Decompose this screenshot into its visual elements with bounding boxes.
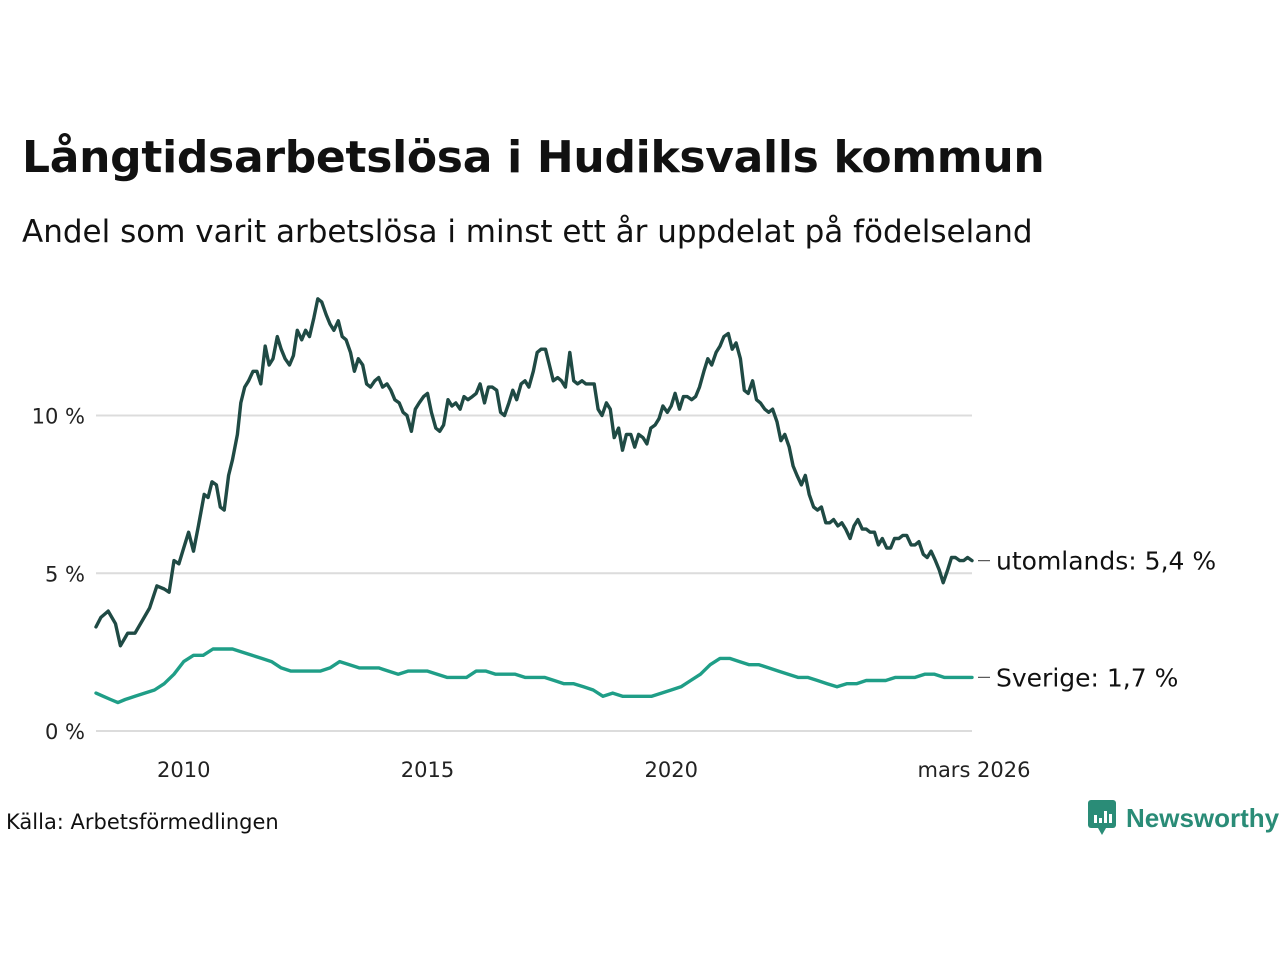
series-line-sverige [94, 647, 974, 705]
x-tick-label: 2015 [401, 758, 454, 782]
series-lines [94, 297, 974, 705]
grid-lines [96, 414, 972, 732]
series-line-utomlands [94, 297, 974, 648]
brand-logo: Newsworthy [1088, 800, 1279, 836]
source-note: Källa: Arbetsförmedlingen [6, 810, 279, 834]
y-tick-label: 0 % [45, 720, 85, 744]
y-tick-label: 5 % [45, 562, 85, 586]
brand-name: Newsworthy [1126, 802, 1280, 833]
x-tick-label: 2020 [644, 758, 697, 782]
end-label-utomlands: utomlands: 5,4 % [996, 547, 1216, 576]
tick-labels: 0 % 5 % 10 % 2010 2015 2020 mars 2026 utomlands… [32, 405, 1217, 783]
x-tick-label: mars 2026 [917, 758, 1030, 782]
y-tick-label: 10 % [32, 405, 85, 429]
x-tick-label: 2010 [157, 758, 210, 782]
chart-subtitle: Andel som varit arbetslösa i minst ett å… [22, 214, 1033, 250]
chart-title: Långtidsarbetslösa i Hudiksvalls kommun [22, 132, 1045, 183]
newsworthy-logo-icon [1088, 800, 1116, 835]
end-label-sverige: Sverige: 1,7 % [996, 663, 1178, 692]
